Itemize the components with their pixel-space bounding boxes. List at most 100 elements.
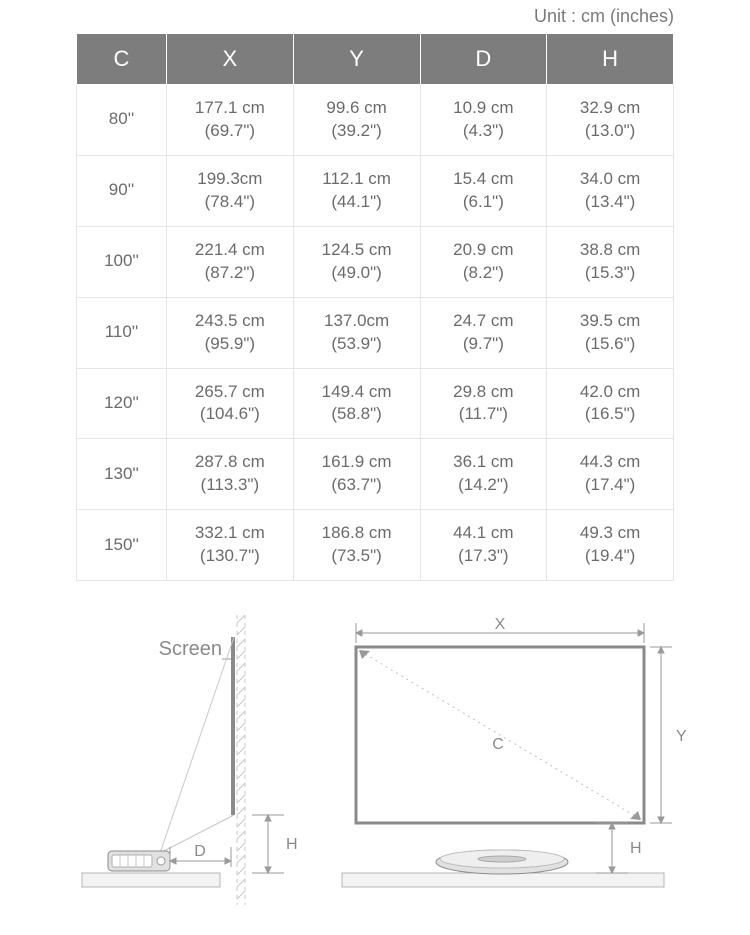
cell-d-in: (17.3") [458, 546, 508, 565]
cell-h: 38.8 cm (15.3") [547, 226, 674, 297]
cell-d-in: (8.2") [463, 263, 504, 282]
cell-h-cm: 49.3 cm [580, 523, 640, 542]
screen-label: Screen [159, 638, 222, 660]
cell-d: 29.8 cm (11.7") [420, 368, 547, 439]
unit-label: Unit : cm (inches) [0, 0, 750, 33]
cell-d: 20.9 cm (8.2") [420, 226, 547, 297]
cell-h-cm: 44.3 cm [580, 452, 640, 471]
col-header-c: C [77, 34, 167, 85]
cell-x: 243.5 cm(95.9") [167, 297, 294, 368]
cell-h-cm: 34.0 cm [580, 169, 640, 188]
cell-x-cm: 287.8 cm [195, 452, 265, 471]
cell-y-cm: 112.1 cm [322, 169, 391, 188]
cell-h-in: (19.4") [585, 546, 635, 565]
cell-x-cm: 265.7 cm [195, 382, 265, 401]
projector-side-icon [108, 851, 170, 871]
cell-x: 199.3cm(78.4") [167, 155, 294, 226]
cell-y-in: (53.9") [331, 334, 381, 353]
cell-x-in: (113.3") [201, 475, 260, 494]
cell-h-in: (16.5") [585, 404, 635, 423]
cell-x: 332.1 cm (130.7") [167, 510, 294, 581]
cell-x-cm: 199.3cm [197, 169, 262, 188]
cell-y: 186.8 cm (73.5") [293, 510, 420, 581]
cell-y-cm: 124.5 cm [322, 240, 392, 259]
cell-x: 287.8 cm (113.3") [167, 439, 294, 510]
x-label: X [495, 616, 506, 633]
cell-x: 265.7 cm (104.6") [167, 368, 294, 439]
table-row: 110''243.5 cm(95.9")137.0cm(53.9") 24.7 c… [77, 297, 674, 368]
cell-h: 32.9 cm (13.0") [547, 85, 674, 156]
cell-c: 130'' [77, 439, 167, 510]
table-row: 80''177.1 cm(69.7") 99.6 cm (39.2") 10.9 cm… [77, 85, 674, 156]
cell-c: 100'' [77, 226, 167, 297]
d-label: D [194, 843, 206, 860]
table-row: 100'' 221.4 cm (87.2") 124.5 cm (49.0") 20.9 … [77, 226, 674, 297]
table-row: 130''287.8 cm(113.3")161.9 cm(63.7")36.1… [77, 439, 674, 510]
cell-d: 36.1 cm (14.2") [420, 439, 547, 510]
cell-d-in: (11.7") [459, 404, 508, 423]
col-header-x: X [167, 34, 294, 85]
cell-y-cm: 149.4 cm [322, 382, 392, 401]
cell-c: 120'' [77, 368, 167, 439]
cell-h-in: (15.3") [585, 263, 635, 282]
cell-x-cm: 221.4 cm [195, 240, 265, 259]
cell-c: 150'' [77, 510, 167, 581]
cell-d-in: (4.3") [463, 121, 504, 140]
cell-y-in: (49.0") [331, 263, 381, 282]
cell-y: 99.6 cm (39.2") [293, 85, 420, 156]
cell-h-cm: 39.5 cm [580, 311, 640, 330]
cell-y: 137.0cm(53.9") [293, 297, 420, 368]
cell-d-cm: 29.8 cm [453, 382, 513, 401]
y-label: Y [676, 728, 687, 745]
cell-x: 221.4 cm (87.2") [167, 226, 294, 297]
cell-c: 110'' [77, 297, 167, 368]
col-header-d: D [420, 34, 547, 85]
cell-c: 80'' [77, 85, 167, 156]
col-header-h: H [547, 34, 674, 85]
cell-d-cm: 10.9 cm [453, 98, 513, 117]
cell-h-cm: 32.9 cm [580, 98, 640, 117]
cell-d-in: (9.7") [463, 334, 504, 353]
cell-x-cm: 332.1 cm [195, 523, 265, 542]
cell-h-in: (13.0") [585, 121, 635, 140]
cell-d: 44.1 cm (17.3") [420, 510, 547, 581]
cell-y-cm: 186.8 cm [322, 523, 392, 542]
cell-h-cm: 42.0 cm [580, 382, 640, 401]
cell-h: 34.0 cm(13.4") [547, 155, 674, 226]
diagram: Screen [0, 615, 750, 935]
cell-d-cm: 20.9 cm [453, 240, 513, 259]
cell-y-in: (73.5") [331, 546, 381, 565]
cell-h-cm: 38.8 cm [580, 240, 640, 259]
cell-x-cm: 177.1 cm [195, 98, 265, 117]
cell-h: 39.5 cm(15.6") [547, 297, 674, 368]
cell-d-in: (14.2") [458, 475, 508, 494]
cell-d-cm: 44.1 cm [453, 523, 513, 542]
table-header-row: C X Y D H [77, 34, 674, 85]
cell-x-in: (87.2") [205, 263, 255, 282]
cell-x-in: (104.6") [200, 404, 260, 423]
table-row: 120'' 265.7 cm (104.6") 149.4 cm (58.8") 29.8… [77, 368, 674, 439]
cell-h: 49.3 cm (19.4") [547, 510, 674, 581]
cell-y-cm: 99.6 cm [326, 98, 386, 117]
cell-d-in: (6.1") [463, 192, 504, 211]
col-header-y: Y [293, 34, 420, 85]
projector-front-icon [436, 850, 568, 874]
cell-x-in: (95.9") [205, 334, 255, 353]
cell-y-in: (58.8") [331, 404, 381, 423]
cell-x-in: (130.7") [200, 546, 260, 565]
cell-d-cm: 36.1 cm [453, 452, 513, 471]
cell-y-in: (39.2") [331, 121, 381, 140]
cell-y: 112.1 cm(44.1") [293, 155, 420, 226]
h-label-right: H [630, 840, 642, 857]
cell-d-cm: 15.4 cm [453, 169, 513, 188]
cell-y: 149.4 cm (58.8") [293, 368, 420, 439]
cell-h-in: (17.4") [585, 475, 635, 494]
cell-d-cm: 24.7 cm [453, 311, 513, 330]
cell-y-in: (63.7") [331, 475, 381, 494]
cell-c: 90'' [77, 155, 167, 226]
cell-d: 10.9 cm (4.3") [420, 85, 547, 156]
cell-d: 15.4 cm (6.1") [420, 155, 547, 226]
cell-h: 44.3 cm (17.4") [547, 439, 674, 510]
cell-h: 42.0 cm (16.5") [547, 368, 674, 439]
cell-x: 177.1 cm(69.7") [167, 85, 294, 156]
